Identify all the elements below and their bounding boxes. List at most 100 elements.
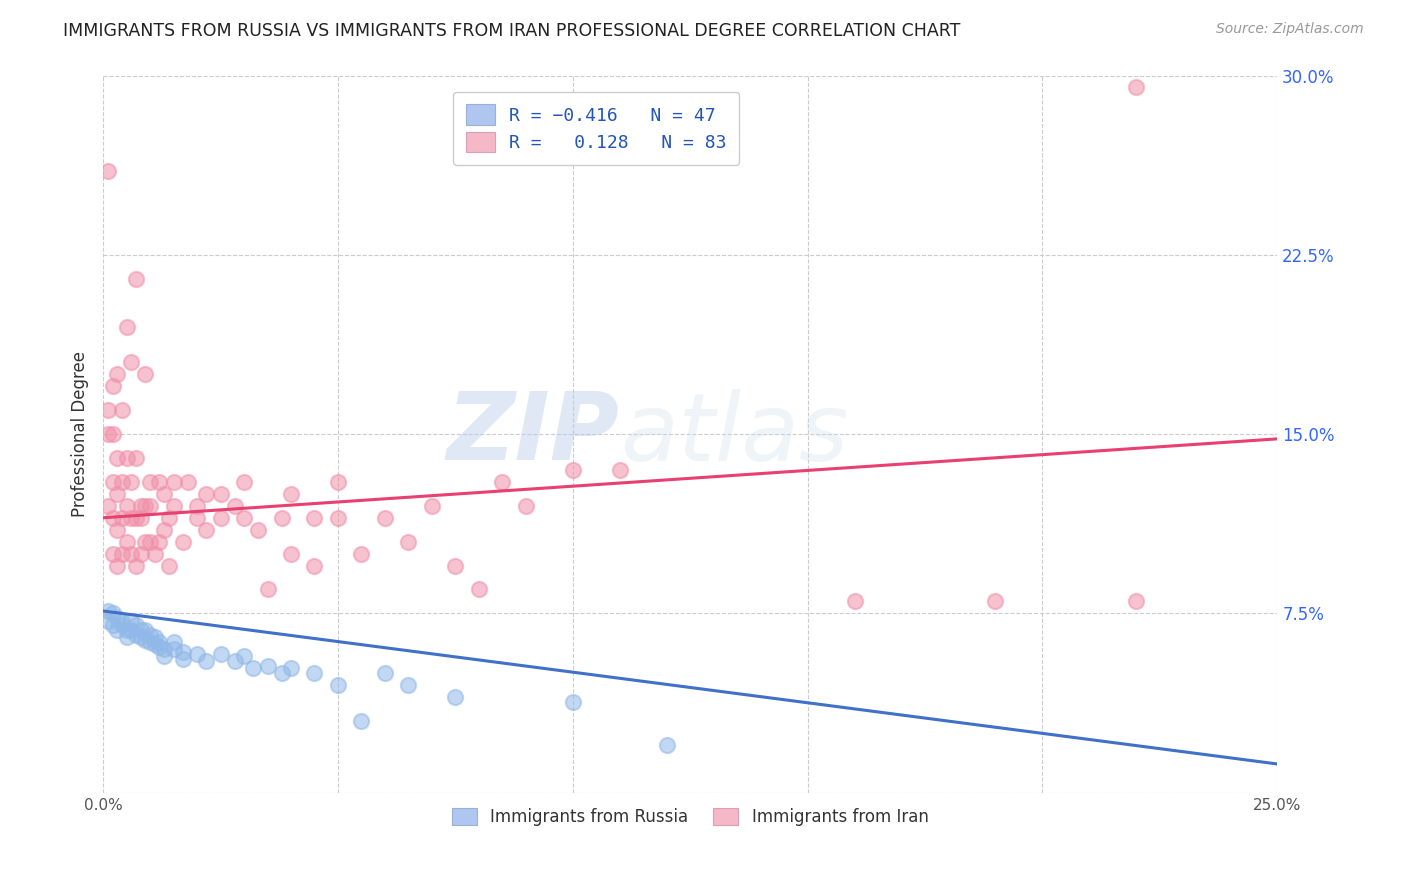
Point — [304, 510, 326, 524]
Point — [97, 427, 120, 442]
Point — [396, 534, 419, 549]
Point — [491, 475, 513, 489]
Point — [101, 379, 124, 393]
Point — [350, 714, 373, 728]
Point — [148, 475, 170, 489]
Point — [143, 630, 166, 644]
Point — [153, 523, 176, 537]
Text: atlas: atlas — [620, 389, 848, 480]
Point — [374, 666, 396, 681]
Point — [115, 499, 138, 513]
Point — [120, 614, 142, 628]
Point — [162, 475, 184, 489]
Point — [515, 499, 537, 513]
Point — [105, 487, 128, 501]
Point — [176, 475, 198, 489]
Point — [120, 623, 142, 637]
Point — [115, 450, 138, 465]
Point — [444, 558, 467, 573]
Point — [120, 475, 142, 489]
Point — [233, 649, 256, 664]
Point — [97, 164, 120, 178]
Point — [101, 510, 124, 524]
Point — [148, 635, 170, 649]
Point — [655, 738, 678, 752]
Point — [111, 403, 134, 417]
Point — [134, 368, 156, 382]
Legend: Immigrants from Russia, Immigrants from Iran: Immigrants from Russia, Immigrants from … — [443, 800, 936, 835]
Point — [396, 678, 419, 692]
Point — [153, 487, 176, 501]
Point — [143, 637, 166, 651]
Point — [125, 618, 148, 632]
Point — [162, 635, 184, 649]
Point — [129, 623, 152, 637]
Point — [224, 499, 246, 513]
Point — [1125, 80, 1147, 95]
Point — [153, 649, 176, 664]
Text: IMMIGRANTS FROM RUSSIA VS IMMIGRANTS FROM IRAN PROFESSIONAL DEGREE CORRELATION C: IMMIGRANTS FROM RUSSIA VS IMMIGRANTS FRO… — [63, 22, 960, 40]
Point — [97, 499, 120, 513]
Point — [326, 510, 349, 524]
Point — [162, 499, 184, 513]
Point — [195, 654, 218, 668]
Point — [233, 475, 256, 489]
Point — [139, 499, 162, 513]
Text: ZIP: ZIP — [447, 388, 620, 480]
Point — [115, 534, 138, 549]
Point — [115, 623, 138, 637]
Point — [195, 487, 218, 501]
Point — [233, 510, 256, 524]
Point — [157, 510, 180, 524]
Point — [304, 558, 326, 573]
Point — [350, 547, 373, 561]
Point — [280, 547, 302, 561]
Point — [984, 594, 1007, 608]
Point — [97, 604, 120, 618]
Point — [148, 534, 170, 549]
Point — [105, 611, 128, 625]
Point — [224, 654, 246, 668]
Point — [101, 547, 124, 561]
Point — [101, 427, 124, 442]
Point — [115, 630, 138, 644]
Point — [172, 534, 194, 549]
Point — [1125, 594, 1147, 608]
Point — [105, 623, 128, 637]
Point — [120, 510, 142, 524]
Point — [125, 450, 148, 465]
Point — [139, 534, 162, 549]
Point — [105, 558, 128, 573]
Point — [139, 475, 162, 489]
Point — [134, 632, 156, 647]
Point — [162, 642, 184, 657]
Point — [280, 661, 302, 675]
Point — [270, 510, 292, 524]
Point — [153, 642, 176, 657]
Point — [105, 523, 128, 537]
Text: Source: ZipAtlas.com: Source: ZipAtlas.com — [1216, 22, 1364, 37]
Point — [101, 475, 124, 489]
Point — [326, 678, 349, 692]
Point — [129, 499, 152, 513]
Point — [97, 614, 120, 628]
Point — [247, 523, 270, 537]
Point — [609, 463, 631, 477]
Point — [125, 271, 148, 285]
Point — [561, 463, 583, 477]
Point — [101, 607, 124, 621]
Point — [125, 628, 148, 642]
Point — [468, 582, 491, 597]
Point — [374, 510, 396, 524]
Point — [111, 475, 134, 489]
Point — [134, 534, 156, 549]
Point — [186, 647, 208, 661]
Point — [148, 640, 170, 654]
Point — [111, 618, 134, 632]
Point — [256, 659, 278, 673]
Point — [209, 510, 232, 524]
Point — [134, 499, 156, 513]
Point — [120, 547, 142, 561]
Point — [125, 558, 148, 573]
Point — [270, 666, 292, 681]
